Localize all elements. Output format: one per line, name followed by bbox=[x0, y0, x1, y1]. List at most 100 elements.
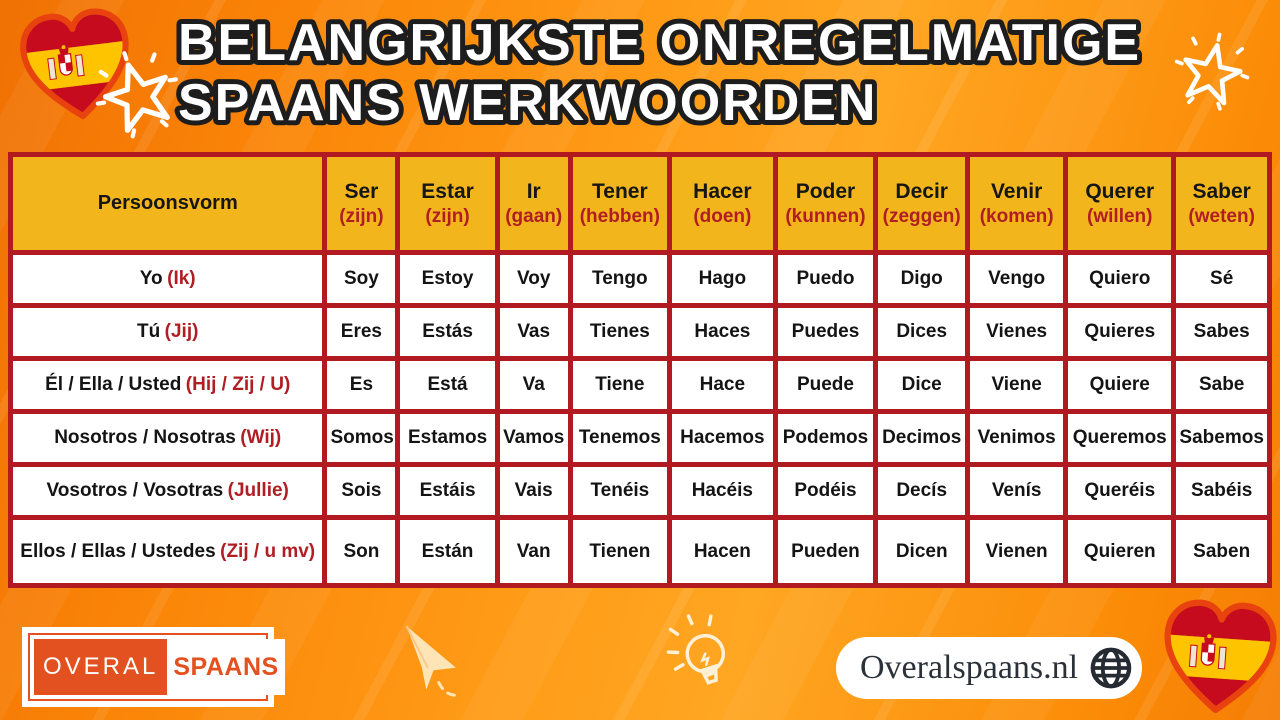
verb-translation-label: (zeggen) bbox=[882, 205, 961, 227]
conjugation-cell: Hago bbox=[667, 250, 778, 308]
verb-column-header: Querer (willen) bbox=[1063, 152, 1177, 255]
person-label: Él / Ella / Usted bbox=[45, 374, 182, 395]
conjugation-cell: Hacemos bbox=[667, 409, 778, 467]
conjugation-cell: Quiere bbox=[1063, 356, 1177, 414]
person-translation-label: (Wij) bbox=[240, 427, 282, 448]
spain-flag-heart-icon bbox=[1152, 590, 1280, 720]
conjugation-cell: Son bbox=[322, 515, 401, 588]
conjugation-table: Persoonsvorm Ser (zijn) Estar (zijn) Ir (gaan)… bbox=[7, 152, 1272, 588]
table-row: Tú (Jij) Eres Estás Vas Tienes Haces Puedes Dic… bbox=[7, 303, 1272, 361]
person-label: Vosotros / Vosotras bbox=[46, 480, 224, 501]
conjugation-cell: Vais bbox=[494, 462, 573, 520]
person-cell: Tú (Jij) bbox=[7, 303, 328, 361]
person-translation-label: (Jij) bbox=[164, 321, 199, 342]
verb-translation-label: (zijn) bbox=[339, 205, 384, 227]
table-row: Yo (Ik) Soy Estoy Voy Tengo Hago Puedo Digo Veng… bbox=[7, 250, 1272, 308]
conjugation-cell: Sabes bbox=[1171, 303, 1272, 361]
conjugation-cell: Tenéis bbox=[567, 462, 673, 520]
verb-name-label: Saber bbox=[1192, 179, 1251, 203]
conjugation-cell: Sabe bbox=[1171, 356, 1272, 414]
verb-column-header: Hacer (doen) bbox=[667, 152, 778, 255]
conjugation-cell: Decís bbox=[873, 462, 971, 520]
table-row: Él / Ella / Usted (Hij / Zij / U) Es Está V… bbox=[7, 356, 1272, 414]
conjugation-cell: Sois bbox=[322, 462, 401, 520]
conjugation-cell: Vamos bbox=[494, 409, 573, 467]
conjugation-cell: Quiero bbox=[1063, 250, 1177, 308]
verb-name-label: Poder bbox=[795, 179, 856, 203]
conjugation-cell: Podemos bbox=[772, 409, 879, 467]
conjugation-cell: Hacen bbox=[667, 515, 778, 588]
table-row: Vosotros / Vosotras (Jullie) Sois Estáis Va… bbox=[7, 462, 1272, 520]
person-translation-label: (Hij / Zij / U) bbox=[185, 374, 291, 395]
verb-translation-label: (zijn) bbox=[425, 205, 470, 227]
verb-name-label: Hacer bbox=[693, 179, 752, 203]
conjugation-cell: Puede bbox=[772, 356, 879, 414]
conjugation-cell: Voy bbox=[494, 250, 573, 308]
conjugation-cell: Haces bbox=[667, 303, 778, 361]
verb-column-header: Ser (zijn) bbox=[322, 152, 401, 255]
conjugation-cell: Saben bbox=[1171, 515, 1272, 588]
conjugation-cell: Tienes bbox=[567, 303, 673, 361]
verb-translation-label: (gaan) bbox=[505, 205, 563, 227]
conjugation-cell: Venís bbox=[965, 462, 1069, 520]
conjugation-cell: Estamos bbox=[395, 409, 500, 467]
person-cell: Ellos / Ellas / Ustedes (Zij / u mv) bbox=[7, 515, 328, 588]
verb-column-header: Poder (kunnen) bbox=[772, 152, 879, 255]
conjugation-cell: Tiene bbox=[567, 356, 673, 414]
verb-name-label: Decir bbox=[895, 179, 948, 203]
logo-spaans-label: SPAANS bbox=[167, 639, 285, 695]
header-row: Persoonsvorm Ser (zijn) Estar (zijn) Ir (gaan)… bbox=[7, 152, 1272, 255]
verb-column-header: Estar (zijn) bbox=[395, 152, 500, 255]
conjugation-cell: Estoy bbox=[395, 250, 500, 308]
person-label: Tú bbox=[136, 321, 161, 342]
verb-translation-label: (doen) bbox=[693, 205, 752, 227]
conjugation-cell: Estáis bbox=[395, 462, 500, 520]
conjugation-cell: Somos bbox=[322, 409, 401, 467]
conjugation-cell: Soy bbox=[322, 250, 401, 308]
conjugation-cell: Decimos bbox=[873, 409, 971, 467]
conjugation-cell: Tenemos bbox=[567, 409, 673, 467]
person-cell: Yo (Ik) bbox=[7, 250, 328, 308]
verb-column-header: Saber (weten) bbox=[1171, 152, 1272, 255]
verb-name-label: Querer bbox=[1085, 179, 1155, 203]
person-label: Nosotros / Nosotras bbox=[54, 427, 236, 448]
conjugation-cell: Eres bbox=[322, 303, 401, 361]
conjugation-cell: Viene bbox=[965, 356, 1069, 414]
verb-name-label: Tener bbox=[592, 179, 648, 203]
verb-column-header: Tener (hebben) bbox=[567, 152, 673, 255]
conjugation-cell: Puedes bbox=[772, 303, 879, 361]
paper-plane-icon bbox=[405, 625, 462, 697]
conjugation-cell: Está bbox=[395, 356, 500, 414]
person-translation-label: (Ik) bbox=[167, 268, 196, 289]
conjugation-cell: Venimos bbox=[965, 409, 1069, 467]
website-badge: Overalspaans.nl bbox=[836, 637, 1142, 699]
conjugation-cell: Van bbox=[494, 515, 573, 588]
conjugation-cell: Hace bbox=[667, 356, 778, 414]
verb-column-header: Decir (zeggen) bbox=[873, 152, 971, 255]
verb-name-label: Venir bbox=[990, 179, 1043, 203]
verb-translation-label: (willen) bbox=[1087, 205, 1153, 227]
verb-translation-label: (komen) bbox=[979, 205, 1054, 227]
conjugation-cell: Puedo bbox=[772, 250, 879, 308]
verb-translation-label: (weten) bbox=[1188, 205, 1255, 227]
conjugation-cell: Tienen bbox=[567, 515, 673, 588]
conjugation-cell: Podéis bbox=[772, 462, 879, 520]
website-url: Overalspaans.nl bbox=[860, 649, 1079, 686]
person-cell: Vosotros / Vosotras (Jullie) bbox=[7, 462, 328, 520]
logo-overal-label: OVERAL bbox=[34, 639, 168, 695]
conjugation-cell: Vienes bbox=[965, 303, 1069, 361]
person-column-header: Persoonsvorm bbox=[7, 152, 328, 255]
person-cell: Nosotros / Nosotras (Wij) bbox=[7, 409, 328, 467]
logo-frame: OVERAL SPAANS bbox=[28, 633, 285, 701]
conjugation-cell: Sé bbox=[1171, 250, 1272, 308]
person-label: Yo bbox=[139, 268, 163, 289]
conjugation-cell: Están bbox=[395, 515, 500, 588]
page-title: BELANGRIJKSTE ONREGELMATIGE SPAANS WERKW… bbox=[173, 9, 1144, 137]
conjugation-cell: Tengo bbox=[567, 250, 673, 308]
verb-translation-label: (hebben) bbox=[579, 205, 660, 227]
conjugation-cell: Vienen bbox=[965, 515, 1069, 588]
globe-icon bbox=[1090, 647, 1132, 689]
title-line-2: SPAANS WERKWOORDEN bbox=[178, 74, 877, 132]
verb-name-label: Estar bbox=[421, 179, 474, 203]
conjugation-cell: Es bbox=[322, 356, 401, 414]
